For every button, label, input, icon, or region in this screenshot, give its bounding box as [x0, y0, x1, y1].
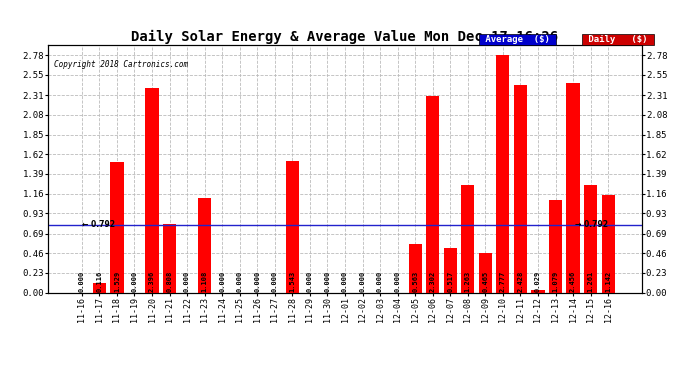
Text: 0.517: 0.517 — [447, 271, 453, 292]
Text: 2.302: 2.302 — [430, 271, 435, 292]
Text: 0.563: 0.563 — [412, 271, 418, 292]
Bar — [146, 88, 159, 292]
Text: 0.029: 0.029 — [535, 271, 541, 292]
Text: Copyright 2018 Cartronics.com: Copyright 2018 Cartronics.com — [55, 60, 188, 69]
Text: 0.000: 0.000 — [395, 271, 401, 292]
Text: 2.428: 2.428 — [518, 271, 524, 292]
Text: 1.142: 1.142 — [605, 271, 611, 292]
Bar — [163, 224, 176, 292]
Text: 1.108: 1.108 — [201, 271, 208, 292]
Bar — [444, 248, 457, 292]
Text: 0.000: 0.000 — [132, 271, 137, 292]
Bar — [426, 96, 440, 292]
Text: ← 0.792: ← 0.792 — [82, 220, 115, 230]
Text: Average  ($): Average ($) — [480, 35, 555, 44]
Bar — [198, 198, 211, 292]
Bar — [566, 83, 580, 292]
Bar — [408, 244, 422, 292]
Text: 2.456: 2.456 — [570, 271, 576, 292]
Bar — [602, 195, 615, 292]
Text: 0.000: 0.000 — [237, 271, 243, 292]
Text: 0.000: 0.000 — [272, 271, 278, 292]
Text: 0.000: 0.000 — [377, 271, 383, 292]
Text: 0.000: 0.000 — [359, 271, 366, 292]
Text: 2.777: 2.777 — [500, 271, 506, 292]
Bar — [514, 85, 527, 292]
Bar — [531, 290, 544, 292]
Text: 0.000: 0.000 — [184, 271, 190, 292]
Bar — [286, 161, 299, 292]
Bar — [584, 185, 597, 292]
Text: 0.000: 0.000 — [79, 271, 85, 292]
Text: 0.000: 0.000 — [255, 271, 260, 292]
Bar — [479, 253, 492, 292]
Text: 2.396: 2.396 — [149, 271, 155, 292]
Text: → 0.792: → 0.792 — [575, 220, 608, 230]
Text: 1.263: 1.263 — [465, 271, 471, 292]
Title: Daily Solar Energy & Average Value Mon Dec 17 16:26: Daily Solar Energy & Average Value Mon D… — [131, 30, 559, 44]
Bar — [496, 56, 509, 292]
Bar — [549, 200, 562, 292]
Bar — [110, 162, 124, 292]
Bar — [461, 185, 475, 292]
Text: 1.543: 1.543 — [289, 271, 295, 292]
Text: 1.529: 1.529 — [114, 271, 120, 292]
Text: 1.079: 1.079 — [553, 271, 558, 292]
Text: 0.000: 0.000 — [307, 271, 313, 292]
Text: 0.000: 0.000 — [219, 271, 225, 292]
Text: 0.465: 0.465 — [482, 271, 489, 292]
Text: 1.261: 1.261 — [588, 271, 593, 292]
Text: 0.116: 0.116 — [97, 271, 102, 292]
Bar — [93, 283, 106, 292]
Text: 0.808: 0.808 — [166, 271, 172, 292]
Text: 0.000: 0.000 — [324, 271, 331, 292]
Text: Daily   ($): Daily ($) — [583, 35, 653, 44]
Text: 0.000: 0.000 — [342, 271, 348, 292]
